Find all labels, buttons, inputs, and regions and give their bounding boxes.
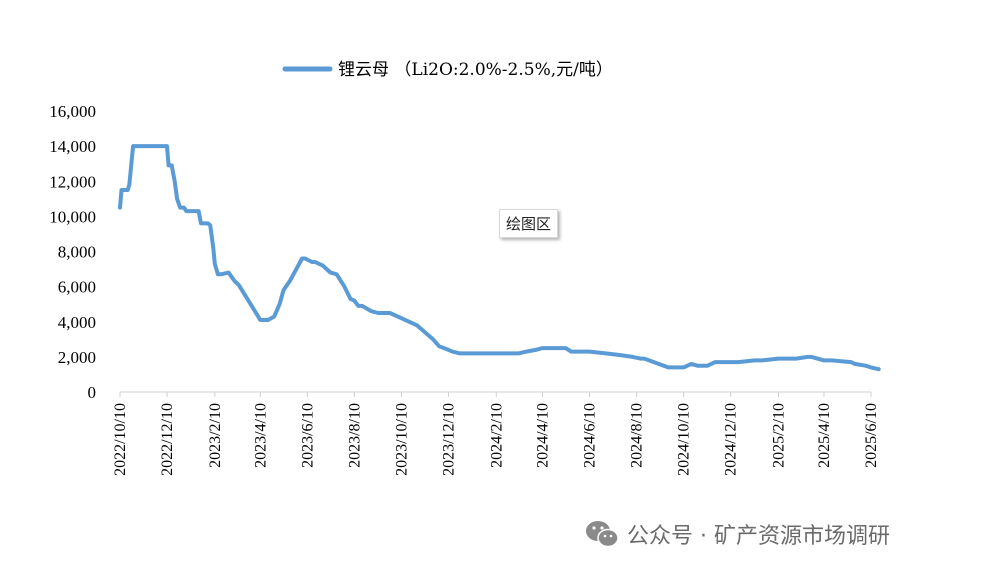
x-tick-label: 2024/10/10 bbox=[676, 403, 693, 476]
legend-label: 锂云母 （Li2O:2.0%-2.5%,元/吨） bbox=[338, 60, 613, 80]
watermark: 公众号 · 矿产资源市场调研 bbox=[585, 518, 890, 550]
x-tick-label: 2023/8/10 bbox=[346, 403, 363, 468]
watermark-text: 公众号 · 矿产资源市场调研 bbox=[627, 524, 890, 549]
y-tick-label: 14,000 bbox=[49, 137, 96, 156]
x-tick-label: 2024/4/10 bbox=[535, 403, 552, 468]
x-tick-label: 2022/10/10 bbox=[112, 403, 129, 476]
y-tick-label: 16,000 bbox=[49, 102, 96, 121]
y-tick-label: 10,000 bbox=[49, 207, 96, 226]
y-tick-label: 8,000 bbox=[58, 243, 96, 262]
x-tick-label: 2022/12/10 bbox=[159, 403, 176, 476]
series-line-0 bbox=[118, 144, 881, 372]
y-tick-label: 6,000 bbox=[58, 278, 96, 297]
wechat-icon bbox=[586, 521, 619, 548]
y-tick-label: 4,000 bbox=[58, 313, 96, 332]
x-tick-label: 2023/4/10 bbox=[252, 403, 269, 468]
y-tick-label: 0 bbox=[88, 383, 97, 402]
x-tick-label: 2025/6/10 bbox=[863, 403, 880, 468]
x-tick-label: 2023/2/10 bbox=[207, 403, 224, 468]
x-tick-label: 2024/8/10 bbox=[629, 403, 646, 468]
x-tick-label: 2024/2/10 bbox=[488, 403, 505, 468]
plot-area[interactable] bbox=[118, 144, 881, 372]
y-tick-label: 12,000 bbox=[49, 172, 96, 191]
y-tick-label: 2,000 bbox=[58, 348, 96, 367]
x-tick-label: 2023/12/10 bbox=[440, 403, 457, 476]
x-tick-label: 2023/6/10 bbox=[299, 403, 316, 468]
x-tick-label: 2024/6/10 bbox=[582, 403, 599, 468]
x-tick-label: 2025/4/10 bbox=[816, 403, 833, 468]
x-tick-label: 2024/12/10 bbox=[723, 403, 740, 476]
x-axis: 2022/10/10 2022/12/10 2023/2/10 2023/4/10 20… bbox=[112, 391, 880, 476]
x-tick-label: 2025/2/10 bbox=[770, 403, 787, 468]
plot-area-tooltip: 绘图区 bbox=[499, 209, 559, 238]
y-axis: 0 2,000 4,000 6,000 8,000 10,000 12,000 14,000 1… bbox=[49, 102, 96, 402]
legend: 锂云母 （Li2O:2.0%-2.5%,元/吨） bbox=[282, 60, 613, 80]
x-tick-label: 2023/10/10 bbox=[393, 403, 410, 476]
